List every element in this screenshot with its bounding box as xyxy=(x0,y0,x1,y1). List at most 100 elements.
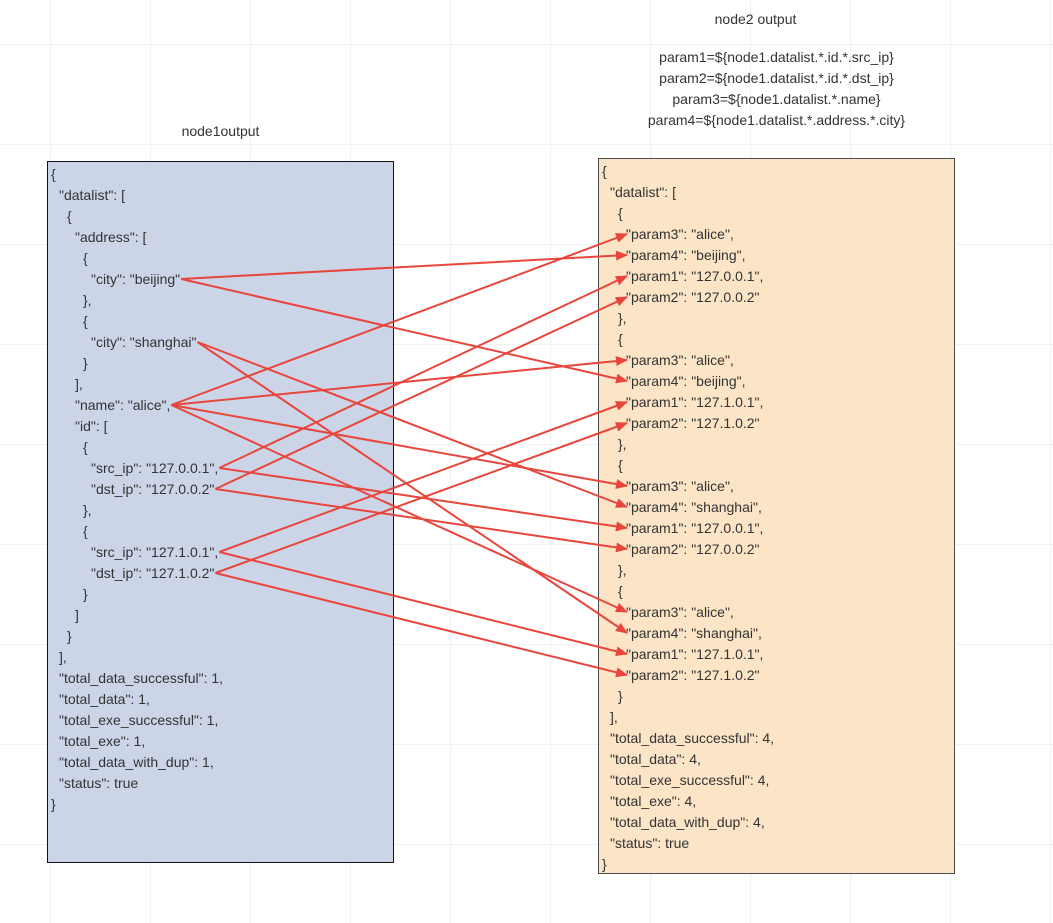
node1-json-text: "total_exe_successful": 1, xyxy=(59,712,219,728)
param-mapping-expressions: param1=${node1.datalist.*.id.*.src_ip} p… xyxy=(598,47,955,131)
node1-json-text: "address": [ xyxy=(75,229,147,245)
node1-field-dst1: "dst_ip": "127.0.0.2" xyxy=(91,481,215,497)
node1-json-text: { xyxy=(83,439,88,455)
node1-json-line: "datalist": [ xyxy=(48,185,393,206)
node1-json-text: "total_data_successful": 1, xyxy=(59,670,224,686)
node1-json-text: ], xyxy=(59,649,67,665)
node2-json-line: "param2": "127.1.0.2" xyxy=(599,413,954,434)
node1-json-line: ], xyxy=(48,647,393,668)
node2-json-line: "param1": "127.0.0.1", xyxy=(599,266,954,287)
node1-field-dst2: "dst_ip": "127.1.0.2" xyxy=(91,565,215,581)
node2-json-text: "total_data_with_dup": 4, xyxy=(610,814,765,830)
node1-json-text: }, xyxy=(83,502,92,518)
node2-field-p2_3: "param2": "127.0.0.2" xyxy=(626,541,760,557)
node1-field-src2: "src_ip": "127.1.0.1", xyxy=(91,544,219,560)
node1-json-text: } xyxy=(83,355,88,371)
node2-output-box[interactable]: {"datalist": [{"param3": "alice", "param4… xyxy=(598,158,955,874)
node1-json-text: }, xyxy=(83,292,92,308)
node2-field-p1_2: "param1": "127.1.0.1", xyxy=(626,394,764,410)
node2-json-line: "total_exe": 4, xyxy=(599,791,954,812)
node1-json-line: { xyxy=(48,164,393,185)
node1-json-line: } xyxy=(48,584,393,605)
node2-field-p3_3: "param3": "alice", xyxy=(626,478,734,494)
node1-json-line: }, xyxy=(48,290,393,311)
node2-json-line: { xyxy=(599,161,954,182)
node2-json-line: { xyxy=(599,455,954,476)
node1-json-text: "datalist": [ xyxy=(59,187,125,203)
node1-json-text: ] xyxy=(75,607,79,623)
node1-json-line: ], xyxy=(48,374,393,395)
node2-json-text: { xyxy=(618,331,623,347)
node2-json-line: "datalist": [ xyxy=(599,182,954,203)
node1-json-line: "total_exe": 1, xyxy=(48,731,393,752)
node1-json-text: "total_exe": 1, xyxy=(59,733,146,749)
node2-field-p3_2: "param3": "alice", xyxy=(626,352,734,368)
node1-json-line: "total_exe_successful": 1, xyxy=(48,710,393,731)
node2-json-line: { xyxy=(599,581,954,602)
node1-field-src1: "src_ip": "127.0.0.1", xyxy=(91,460,219,476)
node2-json-text: "total_exe": 4, xyxy=(610,793,697,809)
node1-json-line: } xyxy=(48,626,393,647)
node1-json-line: "city": "beijing" xyxy=(48,269,393,290)
node2-json-line: "param1": "127.0.0.1", xyxy=(599,518,954,539)
node2-json-text: { xyxy=(618,457,623,473)
node1-json-text: "total_data_with_dup": 1, xyxy=(59,754,214,770)
node2-json-line: "param2": "127.0.0.2" xyxy=(599,287,954,308)
node1-json-line: "total_data": 1, xyxy=(48,689,393,710)
node1-json-text: { xyxy=(83,313,88,329)
node2-json-text: "total_exe_successful": 4, xyxy=(610,772,770,788)
node2-json-line: "param4": "shanghai", xyxy=(599,497,954,518)
node1-json-line: { xyxy=(48,248,393,269)
node2-json-line: } xyxy=(599,686,954,707)
node1-output-box[interactable]: {"datalist": [{"address": [{"city": "bei… xyxy=(47,161,394,863)
node2-json-line: }, xyxy=(599,308,954,329)
node2-output-title: node2 output xyxy=(714,11,797,27)
node1-json-line: "src_ip": "127.0.0.1", xyxy=(48,458,393,479)
node2-json-line: "param3": "alice", xyxy=(599,350,954,371)
node2-json-line: }, xyxy=(599,434,954,455)
node1-field-shanghai: "city": "shanghai" xyxy=(91,334,197,350)
node2-json-line: "total_data_successful": 4, xyxy=(599,728,954,749)
node2-json-line: "param1": "127.1.0.1", xyxy=(599,392,954,413)
node2-field-p3_4: "param3": "alice", xyxy=(626,604,734,620)
node2-json-line: "param3": "alice", xyxy=(599,476,954,497)
node1-json-line: }, xyxy=(48,500,393,521)
node2-json-line: ], xyxy=(599,707,954,728)
node1-json-line: "dst_ip": "127.1.0.2" xyxy=(48,563,393,584)
node2-json-line: "param1": "127.1.0.1", xyxy=(599,644,954,665)
param2-mapping-expression: param2=${node1.datalist.*.id.*.dst_ip} xyxy=(659,70,894,86)
node2-field-p1_1: "param1": "127.0.0.1", xyxy=(626,268,764,284)
node2-json-line: { xyxy=(599,329,954,350)
node2-field-p4_3: "param4": "shanghai", xyxy=(626,499,762,515)
node1-json-line: "address": [ xyxy=(48,227,393,248)
node2-json-line: "param3": "alice", xyxy=(599,602,954,623)
node2-json-line: "param2": "127.1.0.2" xyxy=(599,665,954,686)
node2-field-p4_4: "param4": "shanghai", xyxy=(626,625,762,641)
node2-json-line: "param3": "alice", xyxy=(599,224,954,245)
node1-json-line: } xyxy=(48,353,393,374)
node2-json-line: "param4": "beijing", xyxy=(599,245,954,266)
node1-json-text: { xyxy=(83,250,88,266)
node1-json-text: "id": [ xyxy=(75,418,108,434)
node2-field-p1_4: "param1": "127.1.0.1", xyxy=(626,646,764,662)
node1-json-line: } xyxy=(48,794,393,815)
node1-json-line: { xyxy=(48,311,393,332)
node1-json-line: { xyxy=(48,521,393,542)
node2-json-text: }, xyxy=(618,562,627,578)
node2-json-line: "param4": "beijing", xyxy=(599,371,954,392)
node2-json-text: ], xyxy=(610,709,618,725)
node2-json-text: }, xyxy=(618,310,627,326)
node1-json-text: "status": true xyxy=(59,775,139,791)
node2-json-text: "total_data": 4, xyxy=(610,751,701,767)
node2-field-p4_1: "param4": "beijing", xyxy=(626,247,746,263)
node2-field-p2_4: "param2": "127.1.0.2" xyxy=(626,667,760,683)
node1-json-text: } xyxy=(83,586,88,602)
node2-json-text: } xyxy=(618,688,623,704)
node1-output-title: node1output xyxy=(181,123,260,139)
node1-json-text: { xyxy=(51,166,56,182)
node1-json-line: "dst_ip": "127.0.0.2" xyxy=(48,479,393,500)
param4-mapping-expression: param4=${node1.datalist.*.address.*.city… xyxy=(647,112,906,128)
node2-field-p4_2: "param4": "beijing", xyxy=(626,373,746,389)
node1-json-line: { xyxy=(48,206,393,227)
